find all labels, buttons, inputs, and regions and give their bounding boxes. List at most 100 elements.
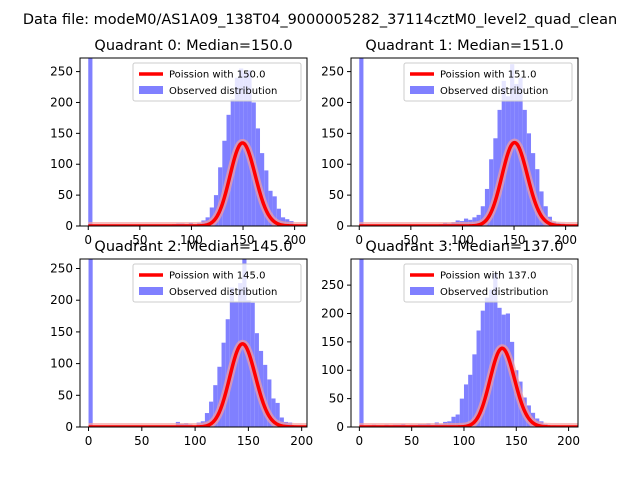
- plot-area: [356, 259, 578, 427]
- histogram-bar: [209, 401, 214, 427]
- histogram-bar: [209, 207, 214, 226]
- y-tick-label: 50: [329, 392, 344, 406]
- subplot-grid: 0 50 100 150 200 0 50 100 150 200 250 Quadrant 0: M…: [50, 38, 580, 448]
- x-tick-label: 50: [403, 233, 418, 247]
- legend-frame: [403, 62, 573, 102]
- legend: Poission with 145.0 Observed distribution: [132, 263, 302, 303]
- histogram-bar: [472, 354, 477, 427]
- legend: Poission with 151.0 Observed distribution: [403, 62, 573, 102]
- axes-frame: [350, 57, 579, 227]
- x-tick-label: 100: [180, 233, 203, 247]
- histogram-bar: [275, 402, 280, 427]
- histogram-bar: [476, 330, 481, 427]
- histogram-bar: [359, 259, 364, 427]
- histogram-bar: [451, 416, 456, 427]
- y-tick-label: 200: [50, 95, 73, 109]
- subplot-title: Quadrant 2: Median=145.0: [94, 239, 292, 255]
- x-tick-label: 100: [451, 233, 474, 247]
- x-tick-label: 50: [404, 434, 419, 448]
- y-tick-label: 50: [58, 388, 73, 402]
- histogram-bar: [455, 414, 460, 427]
- y-tick-label: 150: [50, 325, 73, 339]
- histogram-bar: [459, 398, 464, 427]
- histogram-bar: [505, 313, 510, 427]
- legend-label-fit: Poission with 150.0: [169, 70, 265, 81]
- axes-frame: [79, 258, 308, 428]
- histogram-bar: [497, 109, 502, 226]
- histogram-bar: [218, 167, 223, 226]
- histogram-bar: [263, 364, 268, 427]
- histogram-bar: [480, 310, 485, 427]
- histogram-bar: [217, 366, 222, 427]
- histogram-bar: [276, 208, 281, 226]
- histogram-bar: [267, 379, 272, 427]
- y-tick-label: 250: [321, 278, 344, 292]
- legend-swatch-histogram: [139, 287, 163, 295]
- y-tick-label: 100: [321, 157, 344, 171]
- y-tick-label: 50: [58, 188, 73, 202]
- axes-frame: [79, 57, 308, 227]
- y-tick-label: 250: [50, 65, 73, 79]
- y-tick-label: 100: [50, 357, 73, 371]
- y-tick-label: 0: [65, 420, 73, 434]
- x-tick-label: 0: [356, 434, 364, 448]
- legend-label-histogram: Observed distribution: [169, 287, 277, 298]
- y-tick-label: 0: [336, 219, 344, 233]
- x-tick-label: 50: [132, 233, 147, 247]
- subplot-quadrant-2: 0 50 100 150 200 0 50 100 150 200 250 Quadrant 2: M…: [50, 239, 313, 448]
- legend-frame: [132, 263, 302, 303]
- histogram-bar: [271, 398, 276, 427]
- subplot-title: Quadrant 0: Median=150.0: [94, 38, 292, 54]
- subplot-quadrant-0: 0 50 100 150 200 0 50 100 150 200 250 Quadrant 0: M…: [50, 38, 308, 247]
- histogram-bar: [272, 196, 277, 226]
- histogram-bar: [489, 289, 494, 427]
- histogram-bar: [221, 342, 226, 427]
- legend-label-fit: Poission with 137.0: [440, 271, 536, 282]
- legend-label-fit: Poission with 151.0: [440, 70, 536, 81]
- histogram-bar: [468, 374, 473, 427]
- subplot-quadrant-3: 0 50 100 150 200 0 50 100 150 200 250 Quadrant 3: M…: [321, 239, 580, 448]
- histogram-bar: [484, 188, 490, 226]
- x-tick-label: 150: [237, 434, 260, 448]
- y-tick-label: 0: [336, 420, 344, 434]
- x-tick-label: 50: [134, 434, 149, 448]
- legend-swatch-histogram: [410, 287, 434, 295]
- poisson-fit-line: [358, 346, 578, 427]
- legend-swatch-histogram: [410, 86, 434, 94]
- y-tick-label: 50: [329, 188, 344, 202]
- x-tick-label: 0: [84, 233, 92, 247]
- y-tick-label: 150: [50, 126, 73, 140]
- x-tick-label: 100: [184, 434, 207, 448]
- histogram-bar: [484, 297, 490, 427]
- subplot-title: Quadrant 1: Median=151.0: [365, 38, 563, 54]
- x-tick-label: 150: [505, 434, 528, 448]
- histogram-bar: [489, 159, 494, 226]
- histogram-bar: [268, 190, 273, 226]
- x-tick-label: 100: [453, 434, 476, 448]
- histogram-bar: [213, 385, 218, 427]
- histogram-bar: [501, 314, 506, 427]
- y-tick-label: 200: [321, 95, 344, 109]
- histogram-bar: [463, 384, 469, 427]
- histogram-bar: [480, 206, 485, 226]
- figure-suptitle: Data file: modeM0/AS1A09_138T04_90000052…: [23, 12, 617, 28]
- histogram-bar: [88, 58, 93, 226]
- y-tick-label: 0: [65, 219, 73, 233]
- histogram-bar: [493, 138, 498, 226]
- x-tick-label: 150: [503, 233, 526, 247]
- histogram-bar: [497, 307, 502, 427]
- x-tick-label: 0: [355, 233, 363, 247]
- histogram-bar: [88, 259, 93, 427]
- histogram-bar: [204, 413, 210, 427]
- x-tick-label: 150: [232, 233, 255, 247]
- y-tick-label: 200: [321, 306, 344, 320]
- x-tick-label: 200: [557, 434, 580, 448]
- x-tick-label: 0: [85, 434, 93, 448]
- x-tick-label: 200: [554, 233, 577, 247]
- axes-frame: [350, 258, 579, 428]
- x-tick-label: 200: [290, 434, 313, 448]
- y-tick-label: 100: [321, 363, 344, 377]
- y-tick-label: 150: [321, 126, 344, 140]
- histogram-bar: [359, 58, 364, 226]
